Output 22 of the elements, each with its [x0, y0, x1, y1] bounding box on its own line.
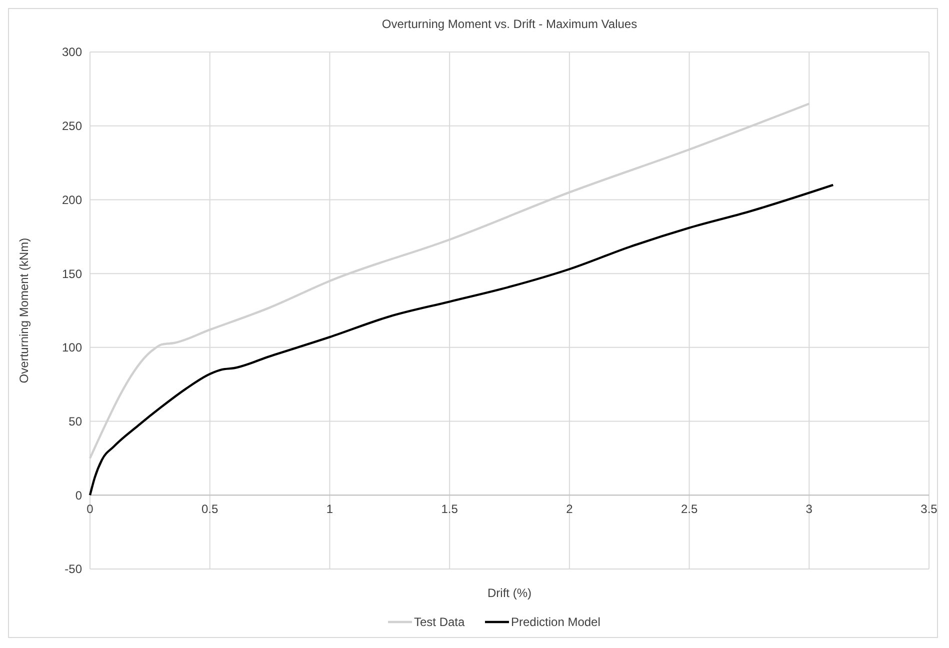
x-tick-label: 0.5 — [202, 502, 219, 516]
x-tick-label: 1 — [326, 502, 334, 516]
y-tick-label: -50 — [64, 562, 82, 576]
y-tick-label: 200 — [62, 192, 82, 207]
x-tick-label: 3 — [806, 502, 813, 516]
x-tick-label: 2.5 — [680, 502, 698, 516]
y-tick-label: 250 — [62, 119, 82, 134]
chart-title: Overturning Moment vs. Drift - Maximum Values — [382, 17, 638, 31]
x-tick-label: 2 — [566, 502, 574, 516]
x-tick-label: 0 — [86, 502, 94, 516]
x-axis-title: Drift (%) — [488, 586, 532, 600]
y-tick-label: 150 — [62, 266, 82, 281]
x-tick-label: 3.5 — [920, 502, 938, 516]
y-axis-title: Overturning Moment (kNm) — [17, 238, 31, 384]
y-tick-label: 50 — [68, 414, 82, 428]
y-tick-label: 0 — [75, 488, 82, 502]
x-tick-label: 1.5 — [441, 502, 458, 516]
y-tick-label: 300 — [62, 45, 82, 60]
line-series — [88, 184, 834, 496]
y-tick-label: 100 — [62, 340, 82, 355]
legend-label: Test Data — [414, 615, 466, 630]
legend-label: Prediction Model — [511, 615, 600, 630]
